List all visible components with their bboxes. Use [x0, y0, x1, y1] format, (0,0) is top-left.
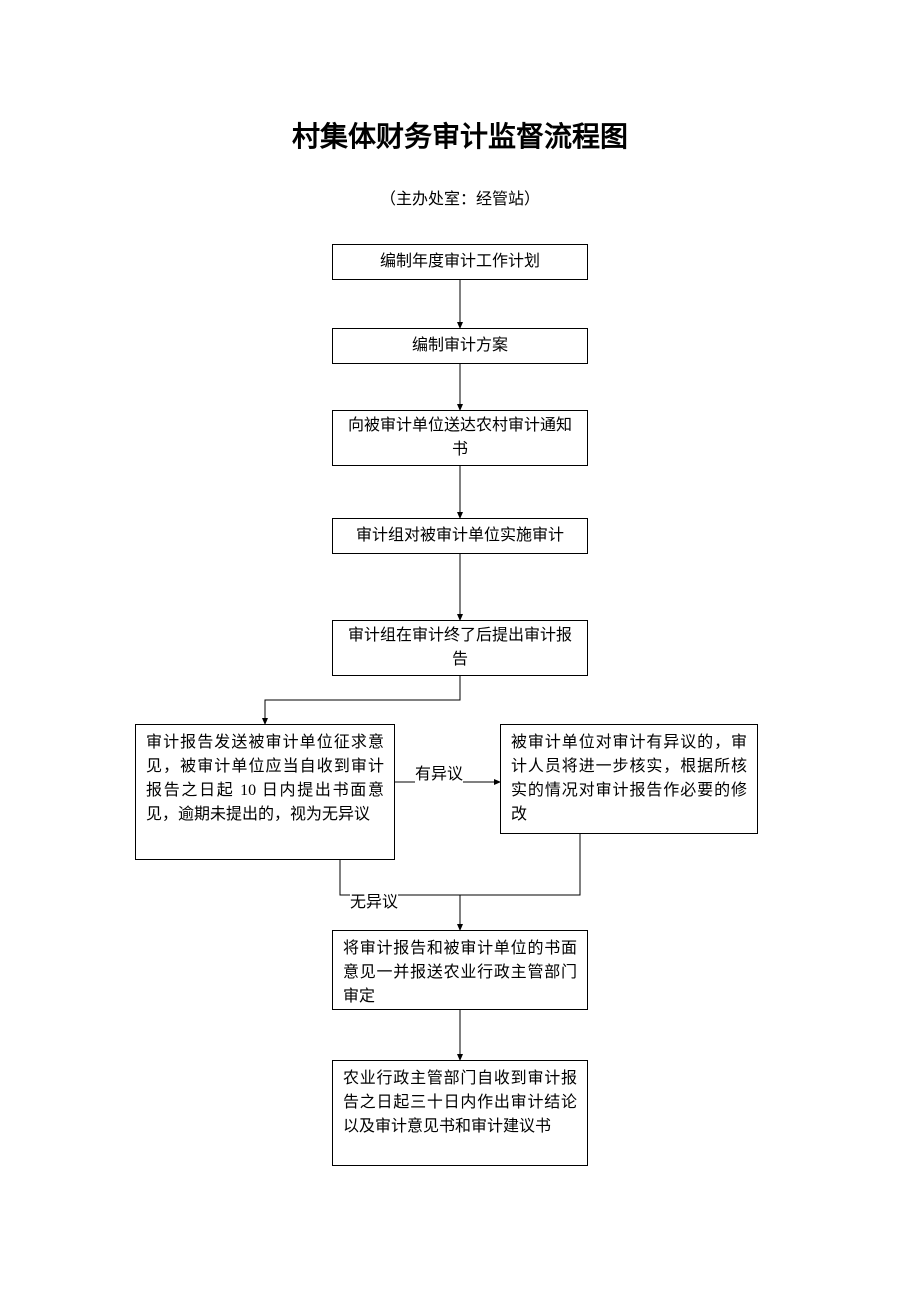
node-submit-department: 将审计报告和被审计单位的书面意见一并报送农业行政主管部门审定 — [332, 930, 588, 1010]
node-issue-report: 审计组在审计终了后提出审计报告 — [332, 620, 588, 676]
edge-label-no-objection: 无异议 — [350, 888, 398, 912]
node-final-conclusion: 农业行政主管部门自收到审计报告之日起三十日内作出审计结论以及审计意见书和审计建议… — [332, 1060, 588, 1166]
node-plan-scheme: 编制审计方案 — [332, 328, 588, 364]
page-subtitle: （主办处室：经管站） — [0, 185, 920, 209]
edge-label-has-objection: 有异议 — [415, 760, 463, 784]
node-has-objection: 被审计单位对审计有异议的，审计人员将进一步核实，根据所核实的情况对审计报告作必要… — [500, 724, 758, 834]
node-plan-annual: 编制年度审计工作计划 — [332, 244, 588, 280]
page-title: 村集体财务审计监督流程图 — [0, 115, 920, 155]
node-send-notice: 向被审计单位送达农村审计通知书 — [332, 410, 588, 466]
node-solicit-opinion: 审计报告发送被审计单位征求意见，被审计单位应当自收到审计报告之日起 10 日内提… — [135, 724, 395, 860]
node-conduct-audit: 审计组对被审计单位实施审计 — [332, 518, 588, 554]
